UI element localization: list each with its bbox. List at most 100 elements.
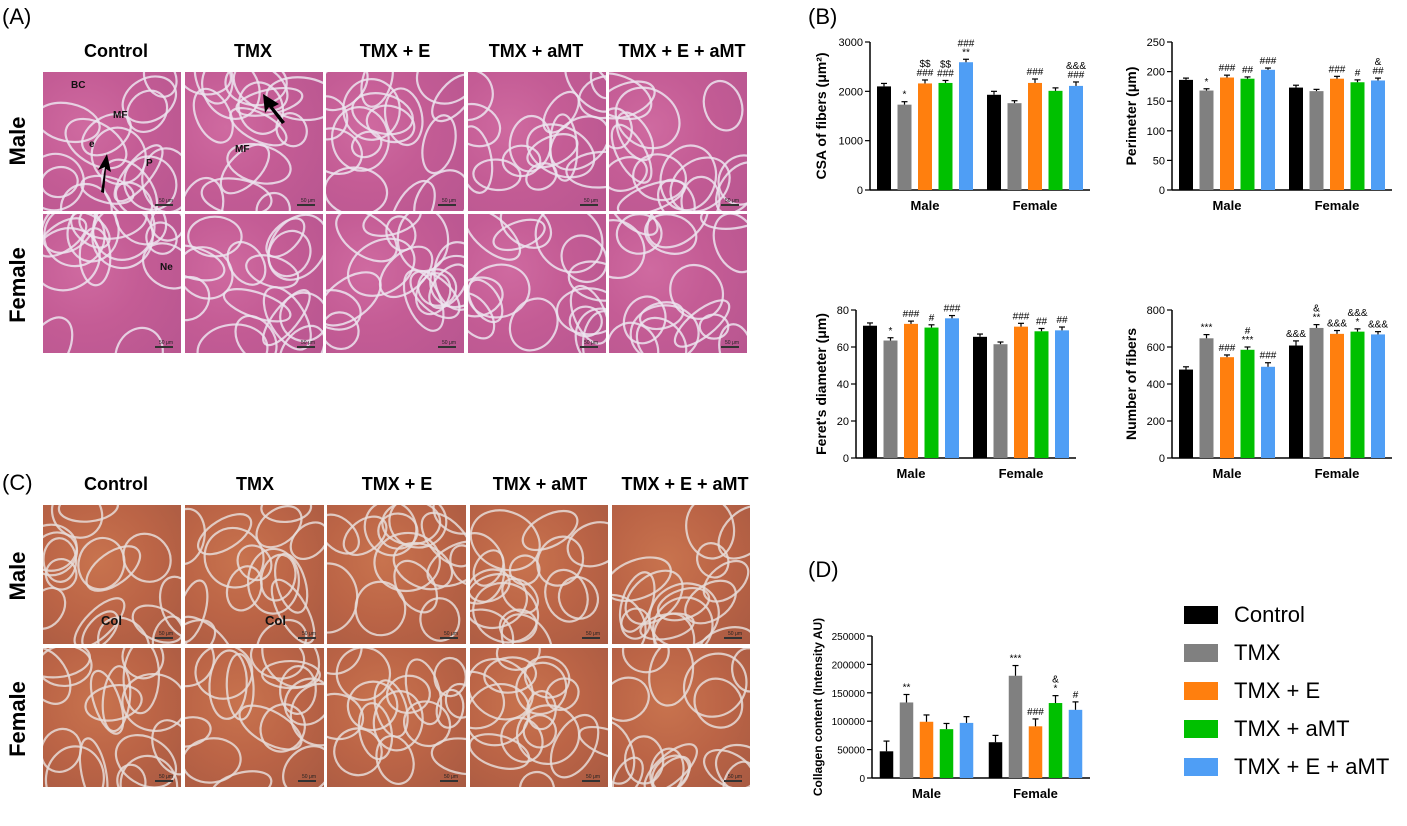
significance-label: ###: [958, 38, 975, 49]
histology-image-tile: 50 μm: [184, 647, 325, 788]
y-tick-label: 150: [1147, 96, 1165, 108]
bar: [1179, 79, 1193, 190]
bar: [1371, 334, 1385, 458]
x-category-label: Female: [1013, 786, 1058, 801]
bar: [897, 104, 912, 190]
x-category-label: Female: [1013, 198, 1058, 213]
significance-label: ##: [1036, 317, 1048, 328]
tissue-texture: [468, 214, 606, 353]
bar: [883, 340, 898, 458]
panel-letter-d: (D): [808, 557, 839, 582]
y-tick-label: 20: [837, 416, 849, 428]
scale-bar: [582, 637, 600, 639]
significance-label: ##: [1056, 315, 1068, 326]
bar: [1028, 726, 1043, 778]
scale-bar: [297, 346, 315, 348]
bar: [899, 702, 914, 778]
scale-bar: [721, 204, 739, 206]
scale-bar-text: 50 μm: [159, 774, 173, 780]
tissue-texture: [470, 509, 608, 644]
bar: [1048, 703, 1063, 778]
tissue-texture: [468, 72, 606, 194]
significance-label: *: [1356, 317, 1360, 328]
bar: [1220, 77, 1234, 190]
histology-image-tile: 50 μm: [611, 647, 751, 788]
legend-label: TMX + E: [1234, 678, 1321, 703]
col-head-a-tmx: TMX: [234, 41, 272, 61]
y-axis-label: CSA of fibers (μm²): [813, 52, 829, 179]
histology-image-tile: 50 μm: [469, 647, 609, 788]
significance-label: *: [1054, 684, 1058, 695]
tissue-annotation-label: Col: [265, 613, 286, 628]
scale-bar: [582, 780, 600, 782]
significance-label: ###: [1260, 351, 1277, 362]
histology-image-tile: 50 μm BC MF e P: [42, 71, 182, 212]
scale-bar-text: 50 μm: [159, 340, 173, 346]
bar: [945, 318, 959, 458]
y-tick-label: 100000: [832, 717, 866, 728]
significance-label: ###: [944, 304, 961, 315]
bar: [1350, 331, 1365, 458]
panel-letter-c: (C): [2, 470, 33, 495]
x-category-label: Male: [897, 466, 926, 481]
significance-label: $$: [940, 59, 952, 70]
legend-label: TMX + E + aMT: [1234, 754, 1390, 779]
x-category-label: Male: [912, 786, 941, 801]
bar: [1289, 345, 1303, 458]
legend-swatch: [1184, 720, 1218, 738]
bar: [987, 94, 1001, 190]
fiber-outlines: [326, 72, 464, 211]
fiber-outlines: [612, 648, 750, 787]
histology-image-tile: 50 μm: [326, 504, 467, 645]
fiber-outlines: [612, 505, 750, 644]
col-head-c-control: Control: [84, 474, 148, 494]
col-head-a-tmx-amt: TMX + aMT: [488, 41, 584, 61]
y-axis-label: Perimeter (μm): [1123, 67, 1139, 166]
tissue-texture: [609, 214, 747, 353]
significance-label: ###: [1329, 64, 1346, 75]
y-tick-label: 50000: [837, 746, 865, 757]
y-tick-label: 3000: [839, 37, 863, 49]
scale-bar-text: 50 μm: [442, 340, 456, 346]
scale-bar-text: 50 μm: [584, 340, 598, 346]
col-head-a-tmx-e-amt: TMX + E + aMT: [618, 41, 746, 61]
bar: [1289, 87, 1303, 190]
scale-bar: [580, 204, 598, 206]
bar: [1261, 366, 1275, 458]
scale-bar: [724, 780, 742, 782]
tissue-texture: [612, 505, 750, 644]
scale-bar: [155, 346, 173, 348]
tissue-texture: [327, 505, 466, 642]
bar: [1220, 357, 1234, 458]
bar: [959, 62, 973, 190]
significance-label: ###: [1068, 70, 1085, 81]
significance-label: ###: [1013, 311, 1030, 322]
x-category-label: Male: [911, 198, 940, 213]
bar: [1330, 333, 1344, 458]
bar: [1371, 80, 1385, 190]
scale-bar: [297, 204, 315, 206]
legend-item-tmx: TMX: [1184, 640, 1280, 666]
x-category-label: Female: [1315, 198, 1360, 213]
scale-bar-text: 50 μm: [584, 198, 598, 204]
significance-label: #: [1355, 68, 1361, 79]
y-tick-label: 150000: [832, 689, 866, 700]
bar: [1330, 78, 1344, 190]
scale-bar-text: 50 μm: [302, 774, 316, 780]
y-axis-label: Feret's diameter (μm): [813, 313, 829, 455]
bar: [877, 86, 891, 190]
tissue-texture: [609, 72, 747, 211]
y-tick-label: 600: [1147, 342, 1165, 354]
fiber-outlines: [185, 72, 323, 211]
significance-label: ###: [937, 68, 954, 79]
bar: [1309, 91, 1324, 190]
tissue-annotation-label: Col: [101, 613, 122, 628]
fiber-outlines: [43, 648, 181, 787]
significance-label: ###: [1219, 63, 1236, 74]
significance-label: ###: [903, 309, 920, 320]
scale-bar: [440, 637, 458, 639]
scale-bar: [298, 780, 316, 782]
bar: [988, 742, 1003, 778]
significance-label: **: [903, 683, 911, 694]
